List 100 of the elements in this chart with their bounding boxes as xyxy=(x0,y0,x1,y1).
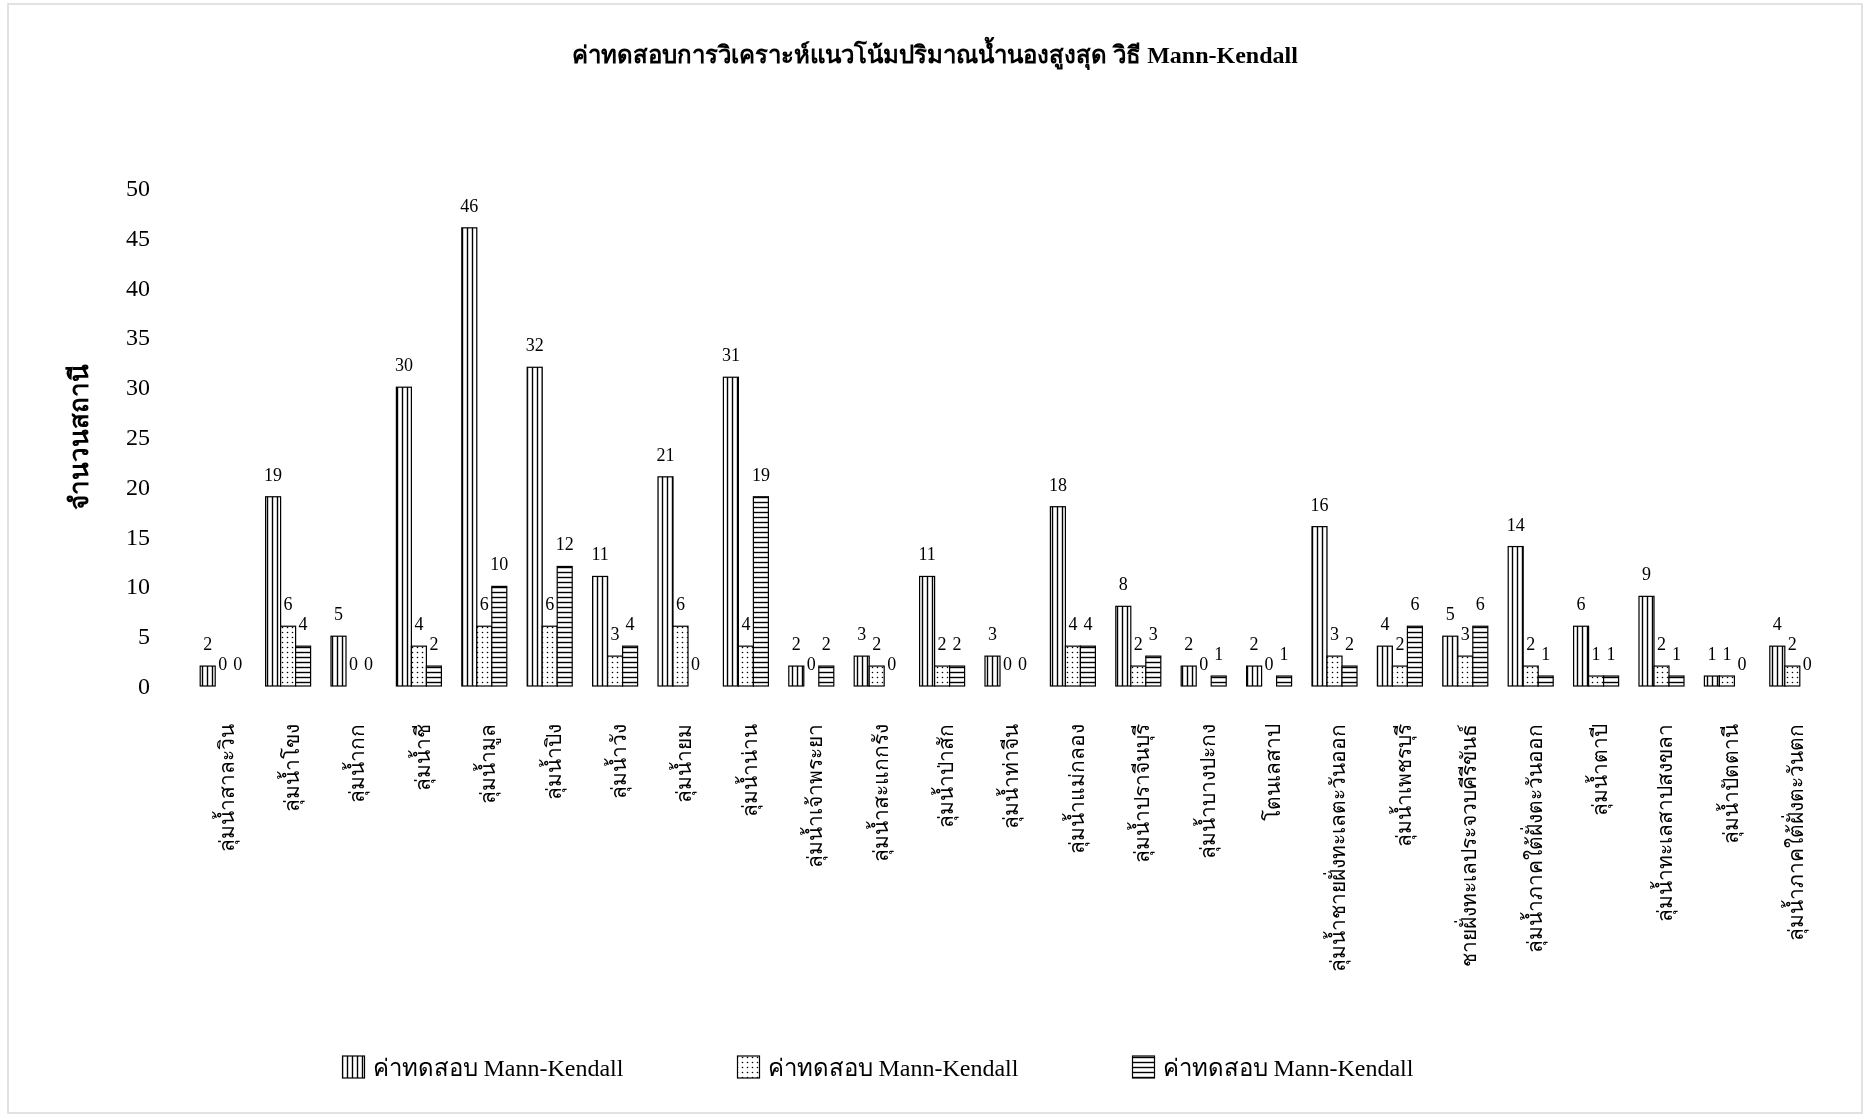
y-tick-label: 5 xyxy=(138,623,150,650)
data-label: 0 xyxy=(806,654,816,674)
data-label: 2 xyxy=(1787,634,1797,655)
bar xyxy=(818,665,835,687)
y-tick-label: 25 xyxy=(126,424,150,450)
x-tick-label: ลุ่มน้ำโขง xyxy=(276,724,305,812)
legend-label: ค่าทดสอบ Mann-Kendall xyxy=(767,1055,1019,1081)
data-label: 1 xyxy=(1606,644,1616,665)
data-label: 9 xyxy=(1642,564,1651,585)
data-label: 6 xyxy=(1410,594,1420,615)
data-label: 19 xyxy=(751,464,770,485)
data-label: 3 xyxy=(1460,624,1470,645)
data-label: 21 xyxy=(656,444,675,465)
data-label: 0 xyxy=(691,654,700,674)
data-label: 4 xyxy=(298,614,308,635)
data-label: 2 xyxy=(821,634,831,655)
x-tick-label: ลุ่มน้ำเจ้าพระยา xyxy=(800,724,829,868)
x-tick-label: ลุ่มน้ำป่าสัก xyxy=(930,724,959,828)
data-label: 0 xyxy=(1003,654,1012,674)
x-tick-label: ลุ่มน้ำแม่กลอง xyxy=(1061,724,1090,854)
x-tick-label: ลุ่มน้ำชายฝั่งทะเลตะวันออก xyxy=(1323,724,1352,972)
bar xyxy=(1180,665,1197,687)
bar xyxy=(199,665,216,687)
data-label: 0 xyxy=(218,654,228,674)
data-label: 2 xyxy=(429,634,439,655)
data-label: 0 xyxy=(1199,654,1209,674)
data-label: 0 xyxy=(1264,654,1274,674)
x-tick-label: ลุ่มน้ำมูล xyxy=(473,724,502,804)
data-label: 0 xyxy=(364,654,373,674)
x-tick-label: ลุ่มน้ำชี xyxy=(407,724,436,791)
x-tick-label: ลุ่มน้ำยม xyxy=(669,724,698,803)
bar xyxy=(1276,675,1293,687)
data-label: 46 xyxy=(460,195,479,216)
data-label: 2 xyxy=(872,634,882,655)
legend-label: ค่าทดสอบ Mann-Kendall xyxy=(372,1055,624,1081)
data-label: 32 xyxy=(525,335,544,356)
data-label: 18 xyxy=(1048,474,1067,495)
data-label: 0 xyxy=(887,654,897,674)
data-label: 6 xyxy=(283,594,293,615)
y-tick-label: 10 xyxy=(126,573,150,600)
x-tick-label: ลุ่มน้ำภาคใต้ฝั่งตะวันออก xyxy=(1519,724,1548,953)
data-label: 10 xyxy=(490,554,509,575)
data-label: 31 xyxy=(721,345,740,366)
data-label: 3 xyxy=(988,624,997,645)
x-tick-label: ลุ่มน้ำวัง xyxy=(603,724,632,799)
data-label: 19 xyxy=(264,464,283,485)
x-tick-label: ลุ่มน้ำกก xyxy=(342,724,371,803)
data-label: 1 xyxy=(1672,644,1681,665)
data-label: 6 xyxy=(676,594,685,615)
x-tick-label: ชายฝั่งทะเลประจวบคีรีขันธ์ xyxy=(1454,724,1482,967)
data-label: 3 xyxy=(1330,624,1339,645)
y-axis-title: จำนวนสถานี xyxy=(65,364,94,510)
data-label: 1 xyxy=(1722,644,1732,665)
data-label: 6 xyxy=(1576,594,1586,615)
data-label: 4 xyxy=(414,614,424,635)
data-label: 5 xyxy=(334,604,343,625)
data-label: 1 xyxy=(1214,644,1224,665)
data-label: 4 xyxy=(1083,614,1093,635)
y-tick-label: 15 xyxy=(126,523,150,550)
data-label: 5 xyxy=(1445,604,1455,625)
data-label: 2 xyxy=(952,634,962,655)
data-label: 2 xyxy=(1526,634,1536,655)
x-tick-label: ลุ่มน้ำตาปี xyxy=(1584,724,1613,816)
data-label: 0 xyxy=(1737,654,1747,674)
data-label: 3 xyxy=(610,624,620,645)
data-label: 2 xyxy=(1657,634,1666,655)
data-label: 8 xyxy=(1118,574,1128,595)
data-label: 3 xyxy=(857,624,867,645)
data-label: 14 xyxy=(1506,514,1525,535)
y-tick-label: 40 xyxy=(126,274,150,301)
x-tick-label: ลุ่มน้ำบางปะกง xyxy=(1192,724,1221,859)
x-tick-label: ลุ่มน้ำทะเลสาปสงขลา xyxy=(1650,724,1679,922)
data-label: 1 xyxy=(1591,644,1601,665)
x-tick-label: โตนเลสาป xyxy=(1260,724,1285,821)
bar xyxy=(330,635,347,687)
data-label: 6 xyxy=(479,594,489,615)
data-label: 0 xyxy=(1018,654,1027,674)
data-label: 1 xyxy=(1279,644,1289,665)
data-label: 3 xyxy=(1148,624,1158,645)
data-label: 11 xyxy=(591,544,609,565)
data-label: 2 xyxy=(1395,634,1405,655)
data-label: 4 xyxy=(1772,614,1782,635)
y-tick-label: 50 xyxy=(126,175,150,201)
data-label: 4 xyxy=(1380,614,1390,635)
data-label: 16 xyxy=(1310,494,1329,515)
bar xyxy=(984,655,1001,687)
y-tick-label: 45 xyxy=(126,224,150,251)
data-label: 1 xyxy=(1541,644,1551,665)
data-label: 4 xyxy=(625,614,635,635)
x-tick-label: ลุ่มน้ำท่าจีน xyxy=(996,724,1025,829)
x-tick-label: ลุ่มน้ำปราจีนบุรี xyxy=(1127,724,1156,863)
data-label: 12 xyxy=(555,534,574,555)
data-label: 4 xyxy=(741,614,751,635)
y-tick-label: 35 xyxy=(126,324,150,351)
data-label: 30 xyxy=(394,355,413,376)
bar xyxy=(1210,675,1227,687)
data-label: 2 xyxy=(1249,634,1259,655)
data-label: 6 xyxy=(1475,594,1485,615)
x-tick-label: ลุ่มน้ำปิง xyxy=(538,724,567,800)
data-label: 0 xyxy=(349,654,358,674)
